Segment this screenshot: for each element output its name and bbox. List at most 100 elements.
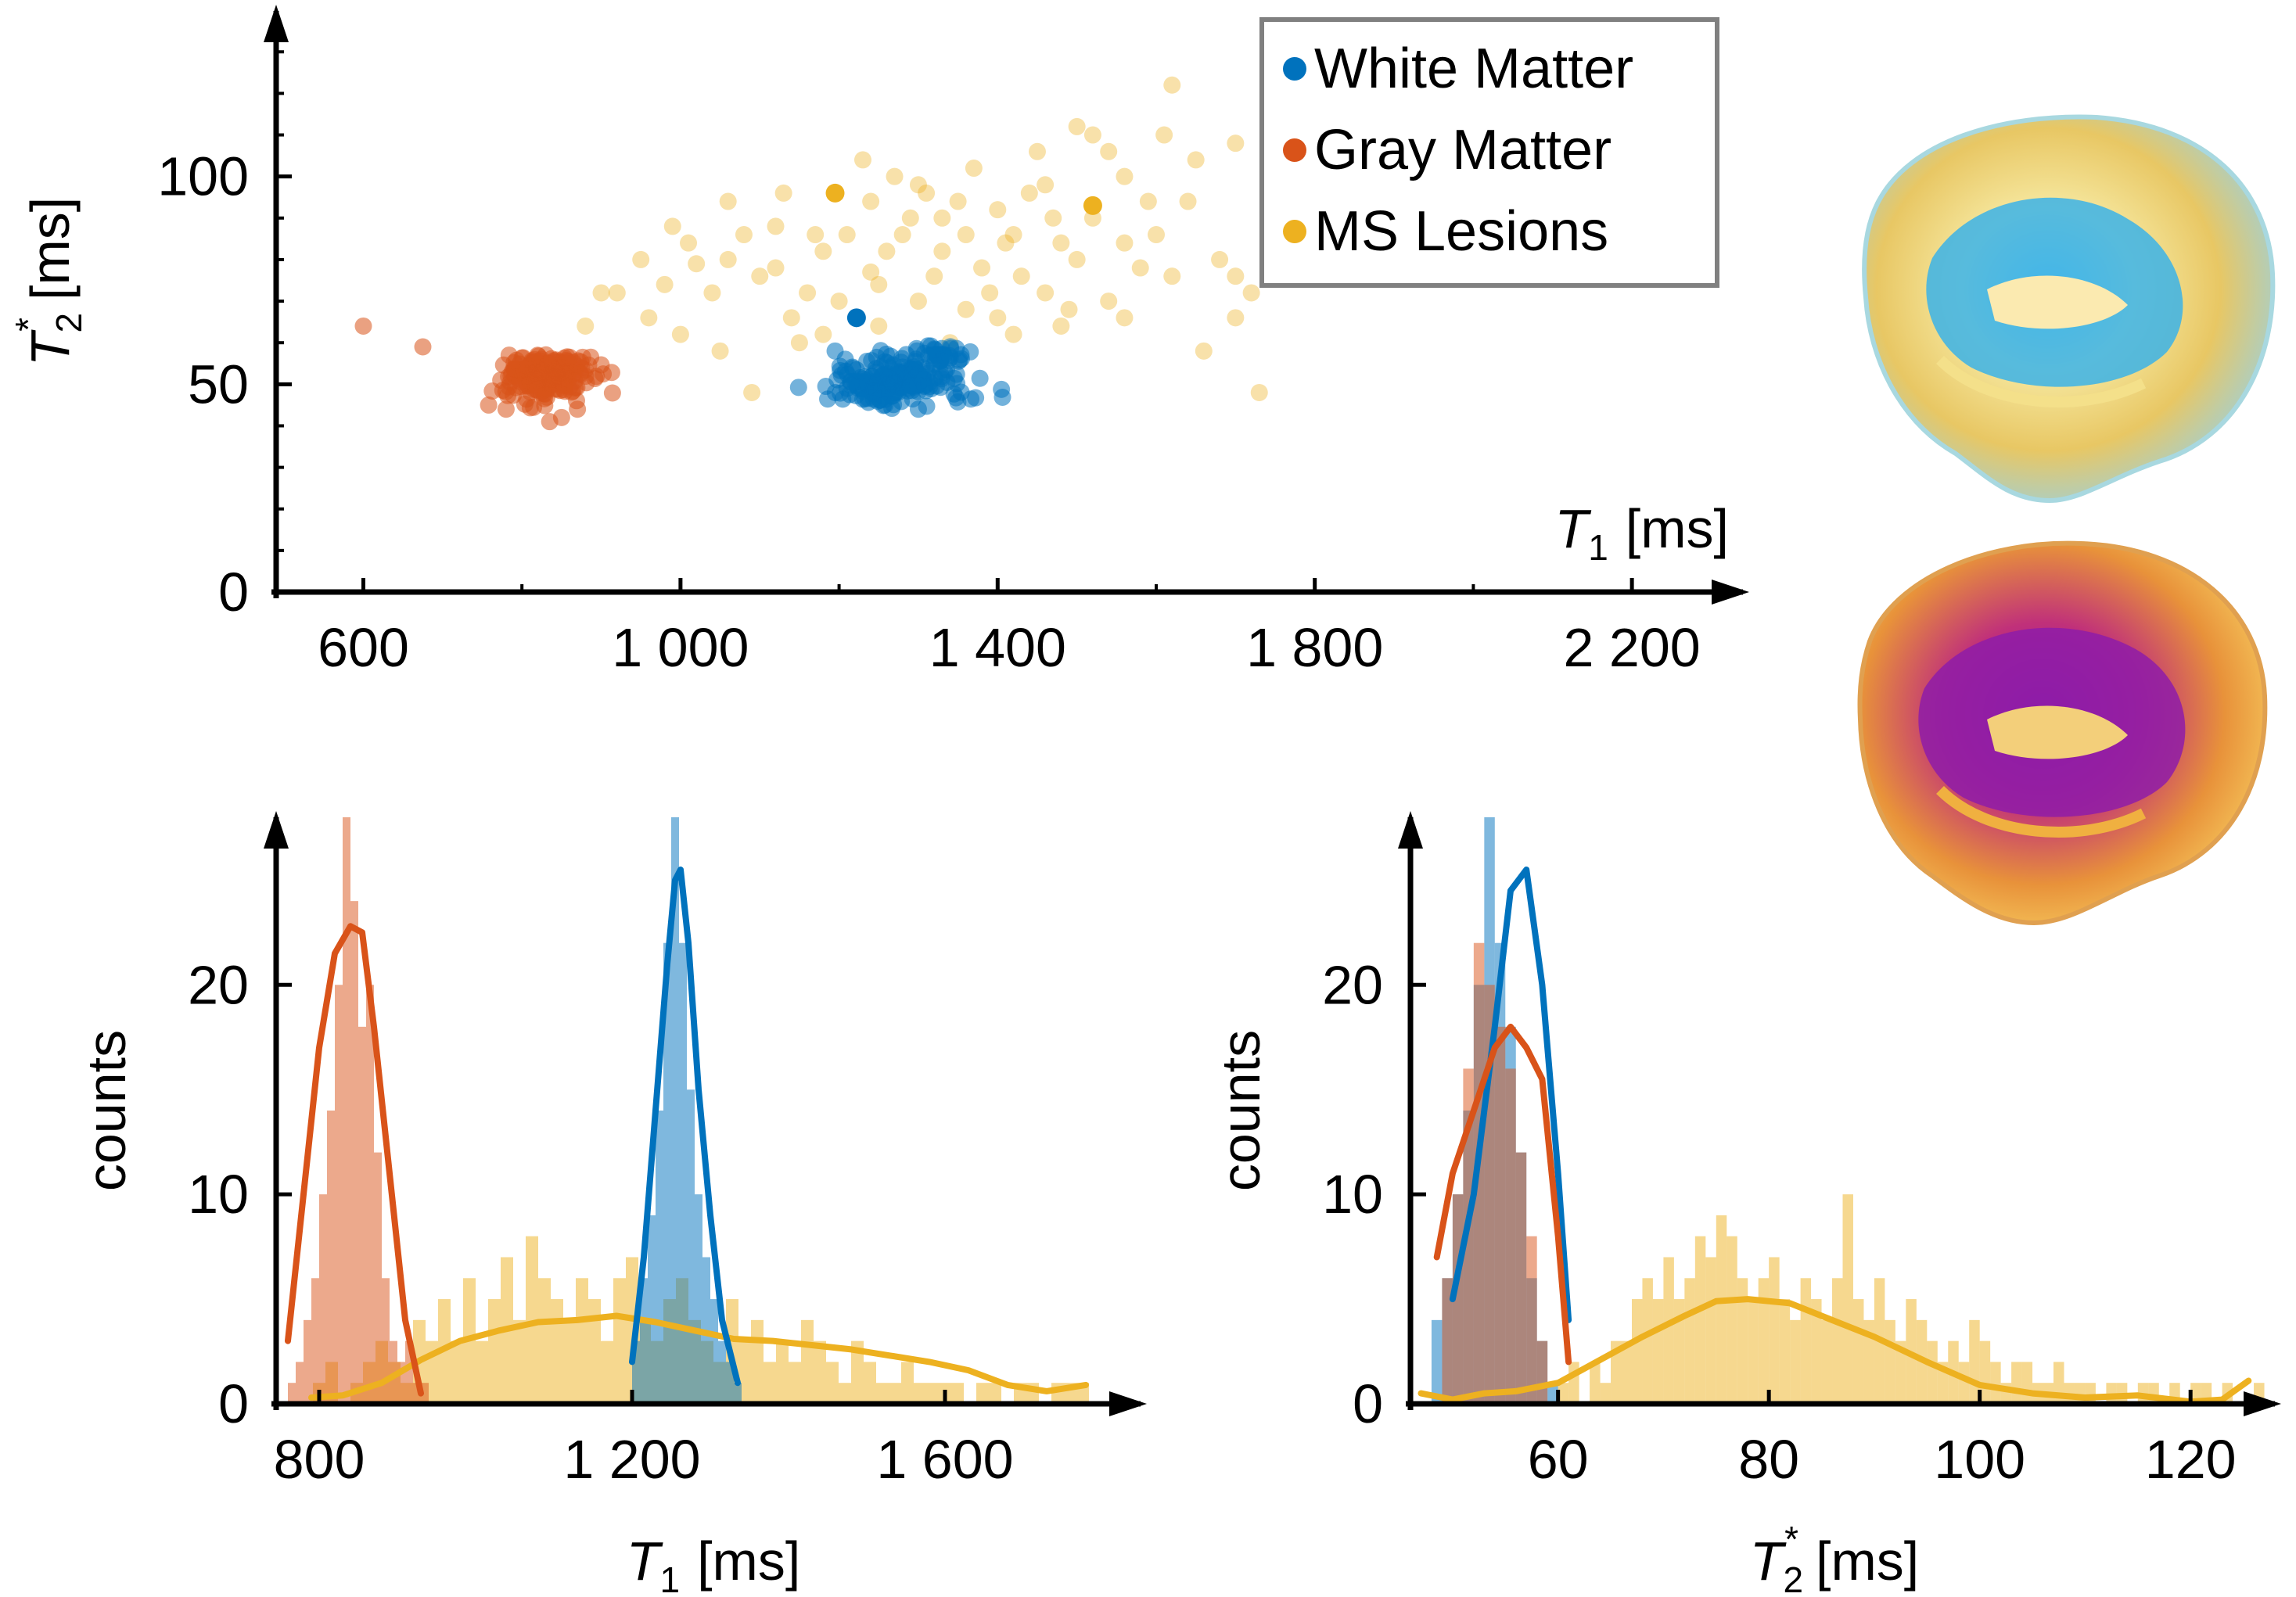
hist-t2-x-arrow [2244, 1391, 2281, 1416]
hist-t2-bar [1990, 1362, 2001, 1404]
scatter-point [962, 390, 980, 408]
scatter-ytick-label: 0 [218, 562, 249, 623]
scatter-xlabel: T1 [ms] [1554, 498, 1729, 568]
scatter-point [989, 309, 1007, 327]
hist-t1-bar [926, 1383, 939, 1404]
scatter-point [1004, 325, 1022, 343]
scatter-point [957, 300, 975, 318]
scatter-points-layer [354, 68, 1419, 431]
hist-t1-bar [751, 1319, 764, 1404]
scatter-point [965, 160, 983, 178]
scatter-point [1004, 226, 1022, 244]
scatter-point [933, 209, 951, 227]
hist-t2-bar [2011, 1362, 2022, 1404]
scatter-point [1179, 192, 1197, 210]
scatter-point [886, 167, 904, 185]
hist-t1-y-arrow [264, 811, 289, 849]
hist-t1-bar [695, 1194, 702, 1404]
scatter-y-arrow [264, 5, 289, 42]
hist-t1-ytick-label: 10 [188, 1164, 249, 1225]
scatter-point [640, 309, 658, 327]
hist-t1-bar [656, 1111, 663, 1404]
hist-t1-bar [734, 1383, 742, 1404]
hist-t2-bar [1821, 1319, 1833, 1404]
hist-t1-bar [801, 1319, 814, 1404]
scatter-ytick-label: 100 [157, 146, 249, 207]
scatter-point [1139, 192, 1157, 210]
scatter-point [1163, 76, 1181, 94]
hist-t2-bar [1611, 1340, 1622, 1404]
brain-render-blue [1862, 114, 2276, 504]
hist-t2-bar [1652, 1299, 1664, 1404]
hist-t1-bar [538, 1278, 551, 1404]
scatter-point [925, 267, 943, 285]
scatter-point [1211, 250, 1229, 268]
scatter-point [799, 284, 817, 302]
hist-t1-fit-gray-matter [285, 923, 424, 1397]
scatter-point [1116, 167, 1134, 185]
scatter-point [587, 368, 605, 386]
scatter-point [555, 349, 573, 367]
scatter-point [577, 317, 595, 335]
scatter-point [566, 372, 584, 390]
scatter-point [895, 365, 913, 383]
hist-t1-bar [311, 1278, 319, 1404]
hist-t1-bar [563, 1319, 576, 1404]
scatter-point [830, 292, 848, 310]
hist-t1-bar [576, 1278, 588, 1404]
hist-t1-bar [588, 1299, 601, 1404]
hist-t2-bar [1863, 1319, 1874, 1404]
scatter-point [1155, 126, 1173, 144]
hist-t2-bar [1505, 1068, 1516, 1404]
hist-t1-bar [513, 1319, 526, 1404]
scatter-point [971, 369, 989, 387]
scatter-point [862, 263, 880, 281]
scatter-point [807, 226, 825, 244]
scatter-highlight-point [825, 183, 845, 203]
hist-t2-bar [1790, 1319, 1801, 1404]
scatter-point [1187, 151, 1205, 169]
hist-t1-bar [776, 1340, 789, 1404]
scatter-point [909, 176, 927, 194]
hist-t2-bar [1705, 1257, 1716, 1404]
hist-t1-bar [864, 1362, 876, 1404]
scatter-point [1068, 117, 1086, 135]
scatter-point [569, 400, 587, 418]
scatter-point [876, 396, 894, 414]
hist-t2-bar [1895, 1340, 1906, 1404]
hist-t2-bar [1811, 1299, 1822, 1404]
hist-t2-bar [1716, 1215, 1727, 1404]
hist-t2-bar [1958, 1362, 1970, 1404]
hist-t2-bar [1885, 1319, 1895, 1404]
hist-t1-bars-white-matter [632, 817, 742, 1404]
legend-marker-ms-lesions [1283, 220, 1306, 243]
scatter-point [1037, 176, 1055, 194]
hist-t1-bars-layer [288, 817, 1089, 1404]
brain-render-magma [1857, 540, 2268, 926]
hist-t1-bar [288, 1383, 296, 1404]
scatter-point [505, 361, 523, 379]
scatter-point [997, 234, 1015, 252]
hist-t2-bars-ms-lesions [1558, 1194, 2265, 1404]
scatter-xtick-label: 600 [318, 617, 409, 678]
scatter-point [1052, 234, 1070, 252]
hist-t2-bar [1832, 1278, 1843, 1404]
hist-t1-panel: 800 1 200 1 600 0 10 20 T1 [ms] counts [76, 811, 1147, 1597]
scatter-point [814, 325, 832, 343]
hist-t1-fits-layer [285, 867, 1089, 1401]
scatter-point [711, 342, 729, 360]
scatter-highlight-point [1083, 196, 1102, 215]
scatter-xtick-label: 2 200 [1564, 617, 1701, 678]
hist-t1-bar [687, 1089, 695, 1404]
legend-label-white-matter: White Matter [1314, 38, 1633, 100]
scatter-point [497, 400, 515, 418]
hist-t1-bar [304, 1319, 311, 1404]
hist-t1-bar [764, 1362, 776, 1404]
hist-t2-xlabel: T2* [ms] [1750, 1519, 1919, 1597]
hist-t2-fit-white-matter [1449, 867, 1572, 1323]
hist-t2-bar [1663, 1257, 1674, 1404]
scatter-point [957, 226, 975, 244]
hist-t1-bar [488, 1299, 501, 1404]
hist-t1-bar [671, 817, 679, 1404]
hist-t1-bar [726, 1362, 734, 1404]
